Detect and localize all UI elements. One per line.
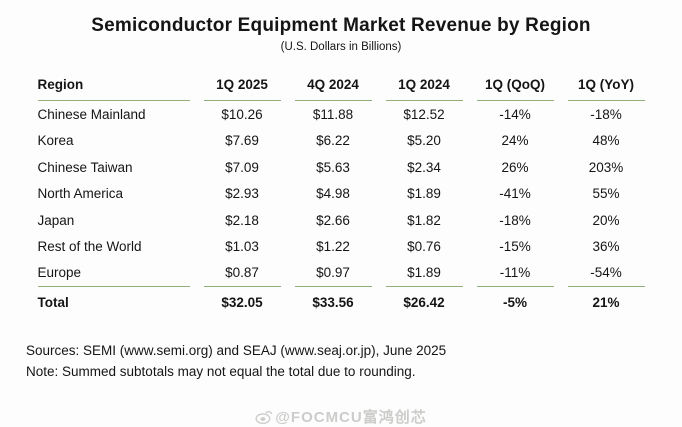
cell-value: -18% — [499, 212, 531, 228]
cell-value: $1.03 — [225, 239, 259, 255]
cell-value: -11% — [476, 260, 554, 287]
cell-value: -15% — [499, 239, 531, 255]
cell-value: $2.66 — [316, 212, 350, 228]
cell-value: 36% — [592, 239, 620, 255]
page-subtitle: (U.S. Dollars in Billions) — [280, 41, 402, 53]
cell-value: 55% — [592, 186, 620, 202]
table-row: Europe $0.87 $0.97 $1.89 -11% -54% — [37, 260, 645, 287]
table-row: Japan $2.18 $2.66 $1.82 -18% 20% — [38, 207, 645, 234]
cell-region: Korea — [37, 133, 74, 149]
cell-region: Chinese Mainland — [37, 106, 146, 122]
cell-value: $10.26 — [221, 106, 263, 122]
cell-value: $11.88 — [312, 106, 354, 122]
table-row: Korea $7.69 $6.22 $5.20 24% 48% — [38, 128, 645, 155]
table-row: North America $2.93 $4.98 $1.89 -41% 55% — [38, 181, 645, 208]
cell-total-value: $32.05 — [221, 294, 263, 310]
footer-notes: Sources: SEMI (www.semi.org) and SEAJ (w… — [26, 340, 682, 382]
cell-value: $1.22 — [316, 239, 350, 255]
cell-value: -18% — [590, 106, 622, 122]
cell-value: 203% — [588, 159, 624, 175]
col-header-1q2025: 1Q 2025 — [203, 73, 281, 101]
cell-region: Rest of the World — [37, 239, 142, 255]
cell-value: 24% — [501, 133, 529, 149]
cell-value: -54% — [567, 260, 645, 287]
sources-note: Sources: SEMI (www.semi.org) and SEAJ (w… — [26, 342, 447, 358]
col-header-qoq: 1Q (QoQ) — [476, 73, 554, 101]
table-row: Chinese Mainland $10.26 $11.88 $12.52 -1… — [38, 101, 645, 128]
cell-value: $2.34 — [407, 159, 441, 175]
cell-total-value: $33.56 — [312, 294, 354, 310]
watermark: @FOCMCU富鸿创芯 — [255, 406, 426, 427]
cell-total-value: 21% — [592, 294, 620, 310]
col-header-1q2024: 1Q 2024 — [385, 73, 463, 101]
cell-value: $1.89 — [385, 260, 463, 287]
revenue-table: Region 1Q 2025 4Q 2024 1Q 2024 1Q (QoQ) … — [24, 73, 659, 318]
cell-value: 48% — [592, 133, 620, 149]
cell-value: $2.18 — [225, 212, 259, 228]
rounding-note: Note: Summed subtotals may not equal the… — [26, 363, 416, 379]
cell-value: $1.82 — [407, 212, 441, 228]
cell-value: $7.09 — [225, 159, 259, 175]
cell-value: -41% — [499, 186, 531, 202]
cell-value: $0.87 — [203, 260, 281, 287]
figure: Semiconductor Equipment Market Revenue b… — [0, 15, 682, 426]
page-title: Semiconductor Equipment Market Revenue b… — [91, 15, 591, 36]
cell-value: $12.52 — [403, 106, 445, 122]
cell-region: North America — [37, 186, 124, 202]
cell-region: Japan — [37, 212, 75, 228]
cell-value: -14% — [499, 106, 531, 122]
cell-value: $6.22 — [316, 133, 350, 149]
cell-region: Chinese Taiwan — [37, 159, 133, 175]
cell-total-label: Total — [37, 294, 69, 310]
cell-region: Europe — [37, 260, 190, 287]
cell-total-value: -5% — [502, 294, 527, 310]
cell-value: $0.76 — [407, 239, 441, 255]
weibo-icon — [255, 409, 273, 424]
cell-value: $0.97 — [294, 260, 372, 287]
watermark-text: @FOCMCU富鸿创芯 — [275, 409, 427, 426]
table-total-row: Total $32.05 $33.56 $26.42 -5% 21% — [38, 287, 645, 318]
cell-value: $1.89 — [407, 186, 441, 202]
cell-value: $2.93 — [225, 186, 259, 202]
col-header-yoy: 1Q (YoY) — [567, 73, 645, 101]
cell-value: 26% — [501, 159, 529, 175]
cell-value: $5.20 — [407, 133, 441, 149]
cell-value: $4.98 — [316, 186, 350, 202]
col-header-region: Region — [37, 73, 190, 101]
cell-total-value: $26.42 — [403, 294, 445, 310]
cell-value: $7.69 — [225, 133, 259, 149]
cell-value: 20% — [592, 212, 620, 228]
col-header-4q2024: 4Q 2024 — [294, 73, 372, 101]
cell-value: $5.63 — [316, 159, 350, 175]
table-header-row: Region 1Q 2025 4Q 2024 1Q 2024 1Q (QoQ) … — [37, 73, 645, 101]
table-row: Rest of the World $1.03 $1.22 $0.76 -15%… — [38, 234, 645, 261]
table-row: Chinese Taiwan $7.09 $5.63 $2.34 26% 203… — [38, 154, 645, 181]
